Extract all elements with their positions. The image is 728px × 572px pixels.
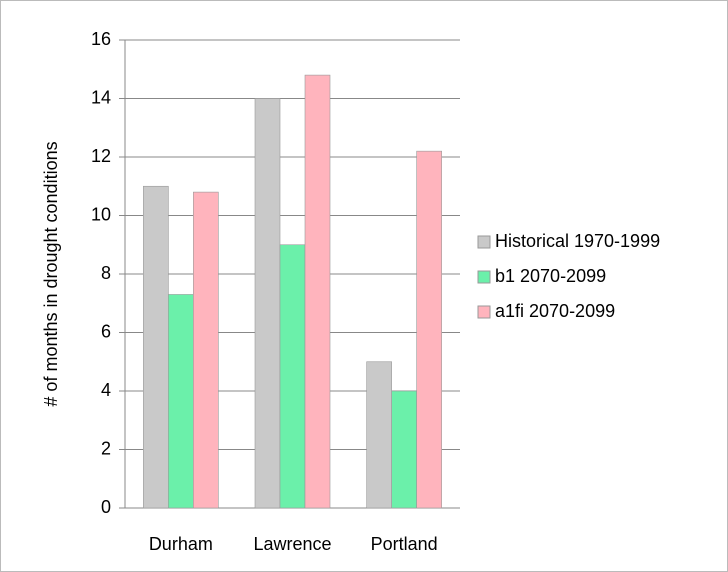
y-tick-label: 12 xyxy=(91,146,111,166)
legend-label: b1 2070-2099 xyxy=(495,266,606,286)
y-tick-label: 6 xyxy=(101,321,111,341)
bar xyxy=(391,390,417,509)
legend-label: Historical 1970-1999 xyxy=(495,231,660,251)
y-tick-label: 4 xyxy=(101,380,111,400)
bar xyxy=(254,98,281,509)
bar xyxy=(416,150,442,509)
legend-swatch xyxy=(477,305,491,319)
x-tick-label: Portland xyxy=(371,534,438,554)
bar xyxy=(366,361,392,509)
y-tick-label: 10 xyxy=(91,204,111,224)
bar xyxy=(279,244,306,509)
y-axis-label: # of months in drought conditions xyxy=(41,141,61,406)
y-tick-label: 2 xyxy=(101,438,111,458)
legend-swatch xyxy=(477,235,491,249)
legend-label: a1fi 2070-2099 xyxy=(495,301,615,321)
x-tick-label: Lawrence xyxy=(253,534,331,554)
y-tick-label: 14 xyxy=(91,87,111,107)
y-tick-label: 8 xyxy=(101,263,111,283)
bar xyxy=(304,74,331,509)
y-tick-label: 16 xyxy=(91,29,111,49)
x-tick-label: Durham xyxy=(149,534,213,554)
legend-swatch xyxy=(477,270,491,284)
bar xyxy=(168,294,194,509)
y-tick-label: 0 xyxy=(101,497,111,517)
bar xyxy=(143,185,169,509)
bar xyxy=(193,191,219,509)
